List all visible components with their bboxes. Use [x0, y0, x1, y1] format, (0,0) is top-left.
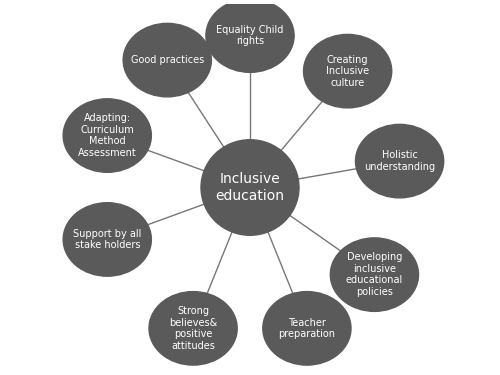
Text: Teacher
preparation: Teacher preparation: [278, 318, 336, 339]
Ellipse shape: [123, 23, 212, 97]
Text: Support by all
stake holders: Support by all stake holders: [73, 229, 142, 250]
Ellipse shape: [63, 203, 152, 276]
Ellipse shape: [356, 124, 444, 198]
Text: Holistic
understanding: Holistic understanding: [364, 150, 435, 172]
Ellipse shape: [206, 0, 294, 72]
Text: Developing
inclusive
educational
policies: Developing inclusive educational policie…: [346, 252, 403, 297]
Text: Good practices: Good practices: [130, 55, 204, 65]
Text: Creating
Inclusive
culture: Creating Inclusive culture: [326, 54, 369, 88]
Ellipse shape: [149, 292, 237, 365]
Ellipse shape: [330, 238, 418, 311]
Ellipse shape: [63, 99, 152, 172]
Text: Equality Child
rights: Equality Child rights: [216, 25, 284, 46]
Ellipse shape: [263, 292, 351, 365]
Text: Strong
believes&
positive
attitudes: Strong believes& positive attitudes: [169, 306, 217, 351]
Ellipse shape: [304, 34, 392, 108]
Ellipse shape: [201, 140, 299, 235]
Text: Adapting:
Curriculum
Method
Assessment: Adapting: Curriculum Method Assessment: [78, 113, 136, 158]
Text: Inclusive
education: Inclusive education: [216, 172, 284, 202]
